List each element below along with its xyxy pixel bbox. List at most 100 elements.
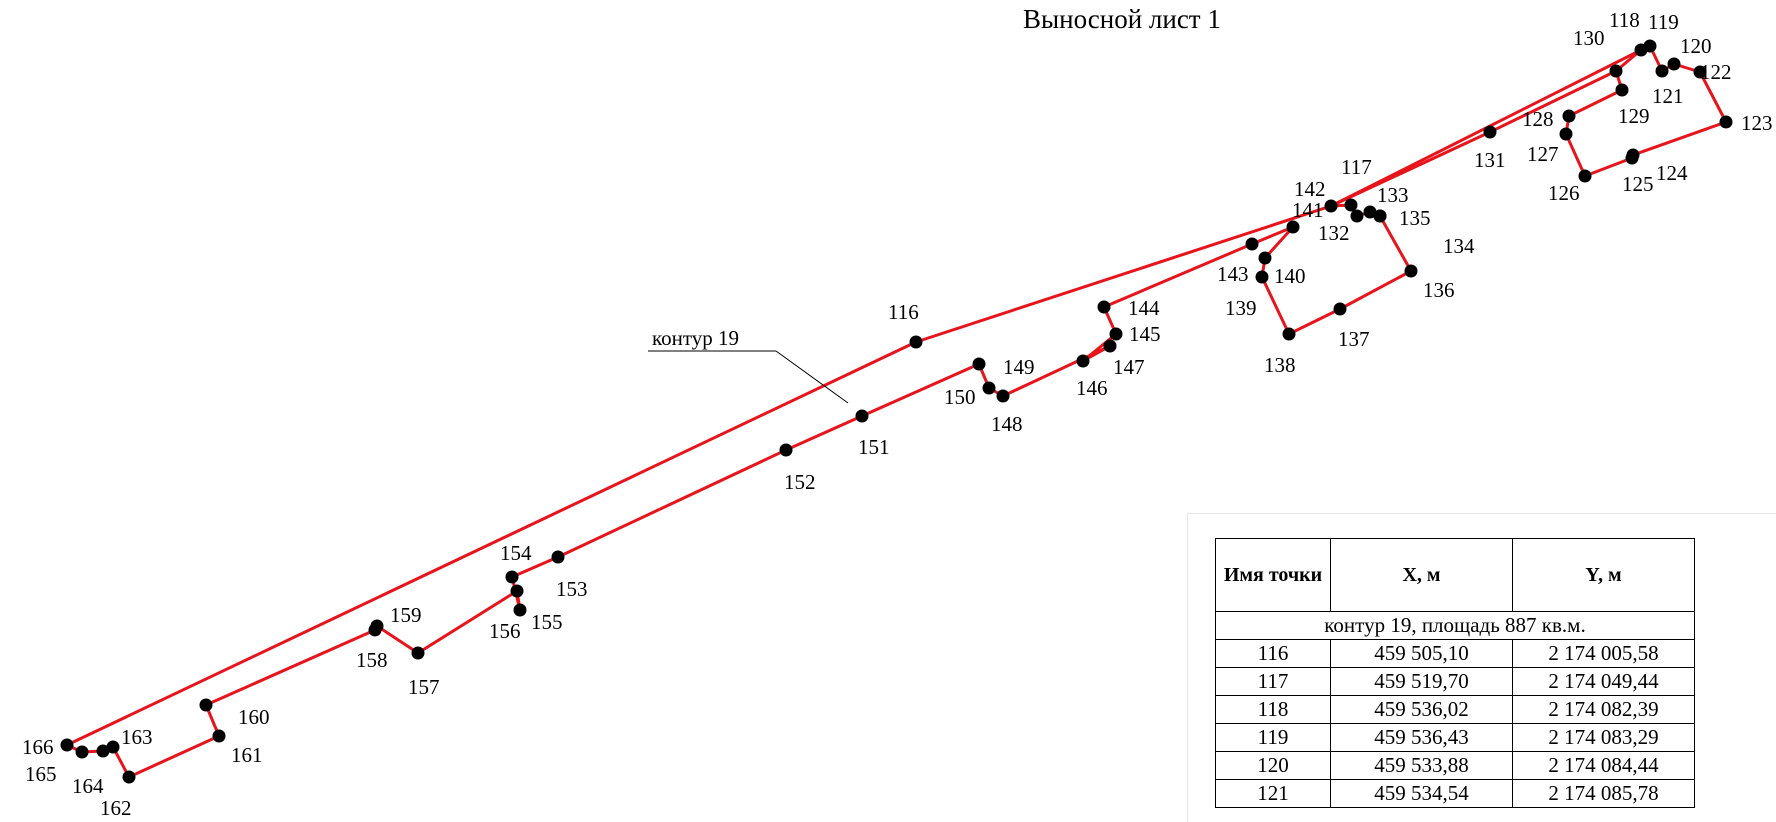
- point-marker-147: [1103, 339, 1117, 353]
- point-label-122: 122: [1700, 60, 1732, 84]
- y-cell: 2 174 084,44: [1512, 751, 1695, 780]
- point-marker-165: [75, 745, 89, 759]
- point-marker-127: [1559, 127, 1573, 141]
- point-label-117: 117: [1341, 155, 1372, 179]
- point-marker-141: [1286, 220, 1300, 234]
- point-marker-132: [1350, 209, 1364, 223]
- point-marker-139: [1255, 270, 1269, 284]
- point-marker-123: [1719, 115, 1733, 129]
- table-row: 116 459 505,10 2 174 005,58: [1215, 639, 1695, 668]
- point-marker-122: [1693, 65, 1707, 79]
- table-section-row: контур 19, площадь 887 кв.м.: [1215, 611, 1695, 640]
- point-label-157: 157: [408, 675, 440, 699]
- x-cell: 459 533,88: [1330, 751, 1513, 780]
- point-label-159: 159: [390, 603, 422, 627]
- point-marker-120: [1667, 57, 1681, 71]
- point-name-cell: 120: [1215, 751, 1331, 780]
- point-label-166: 166: [22, 735, 54, 759]
- point-label-153: 153: [556, 577, 588, 601]
- point-marker-156: [510, 584, 524, 598]
- point-label-131: 131: [1474, 148, 1506, 172]
- point-label-119: 119: [1648, 10, 1679, 34]
- x-cell: 459 536,02: [1330, 695, 1513, 724]
- point-marker-144: [1097, 300, 1111, 314]
- point-marker-145: [1109, 327, 1123, 341]
- x-cell: 459 534,54: [1330, 779, 1513, 808]
- point-marker-138: [1282, 327, 1296, 341]
- point-marker-143: [1245, 237, 1259, 251]
- point-label-137: 137: [1338, 327, 1370, 351]
- point-marker-146: [1076, 354, 1090, 368]
- point-marker-128: [1562, 109, 1576, 123]
- point-label-127: 127: [1527, 142, 1559, 166]
- point-label-140: 140: [1274, 264, 1306, 288]
- point-marker-150: [982, 381, 996, 395]
- point-label-143: 143: [1217, 262, 1249, 286]
- y-cell: 2 174 083,29: [1512, 723, 1695, 752]
- point-marker-140: [1258, 251, 1272, 265]
- point-marker-116: [909, 335, 923, 349]
- point-label-145: 145: [1129, 322, 1161, 346]
- point-label-129: 129: [1618, 104, 1650, 128]
- y-cell: 2 174 049,44: [1512, 667, 1695, 696]
- point-marker-135: [1373, 209, 1387, 223]
- point-label-149: 149: [1003, 355, 1035, 379]
- table-row: 120 459 533,88 2 174 084,44: [1215, 751, 1695, 780]
- point-name-cell: 117: [1215, 667, 1331, 696]
- point-marker-166: [60, 738, 74, 752]
- point-label-128: 128: [1522, 107, 1554, 131]
- point-label-163: 163: [121, 725, 153, 749]
- x-cell: 459 519,70: [1330, 667, 1513, 696]
- table-row: 117 459 519,70 2 174 049,44: [1215, 667, 1695, 696]
- point-marker-162: [122, 770, 136, 784]
- point-label-150: 150: [944, 385, 976, 409]
- point-marker-148: [996, 389, 1010, 403]
- point-name-cell: 121: [1215, 779, 1331, 808]
- y-cell: 2 174 082,39: [1512, 695, 1695, 724]
- point-marker-151: [855, 409, 869, 423]
- header-x: X, м: [1330, 538, 1513, 612]
- point-label-118: 118: [1609, 8, 1640, 32]
- point-label-120: 120: [1680, 34, 1712, 58]
- point-marker-149: [972, 357, 986, 371]
- point-name-cell: 116: [1215, 639, 1331, 668]
- point-marker-153: [551, 550, 565, 564]
- table-row: 118 459 536,02 2 174 082,39: [1215, 695, 1695, 724]
- point-name-cell: 119: [1215, 723, 1331, 752]
- point-label-136: 136: [1423, 278, 1455, 302]
- point-marker-133: [1363, 205, 1377, 219]
- point-label-123: 123: [1741, 111, 1773, 135]
- header-y: Y, м: [1512, 538, 1695, 612]
- contour-label: контур 19: [652, 326, 739, 350]
- point-marker-161: [212, 729, 226, 743]
- section-title: контур 19, площадь 887 кв.м.: [1215, 611, 1695, 640]
- point-label-160: 160: [238, 705, 270, 729]
- point-label-144: 144: [1128, 296, 1160, 320]
- point-label-165: 165: [25, 762, 57, 786]
- header-point-name: Имя точки: [1215, 538, 1331, 612]
- point-marker-131: [1483, 125, 1497, 139]
- point-marker-117: [1344, 198, 1358, 212]
- point-label-161: 161: [231, 743, 263, 767]
- point-marker-159: [368, 623, 382, 637]
- point-label-154: 154: [500, 541, 532, 565]
- point-label-116: 116: [888, 300, 919, 324]
- point-marker-130: [1609, 64, 1623, 78]
- point-marker-121: [1655, 64, 1669, 78]
- point-marker-129: [1615, 83, 1629, 97]
- x-cell: 459 505,10: [1330, 639, 1513, 668]
- point-label-139: 139: [1225, 296, 1257, 320]
- point-marker-160: [199, 698, 213, 712]
- y-cell: 2 174 085,78: [1512, 779, 1695, 808]
- point-name-cell: 118: [1215, 695, 1331, 724]
- point-label-146: 146: [1076, 376, 1108, 400]
- x-cell: 459 536,43: [1330, 723, 1513, 752]
- point-marker-164: [96, 744, 110, 758]
- point-marker-119: [1643, 39, 1657, 53]
- y-cell: 2 174 005,58: [1512, 639, 1695, 668]
- point-label-147: 147: [1113, 355, 1145, 379]
- point-marker-157: [411, 646, 425, 660]
- point-label-152: 152: [784, 470, 816, 494]
- point-label-162: 162: [100, 796, 132, 820]
